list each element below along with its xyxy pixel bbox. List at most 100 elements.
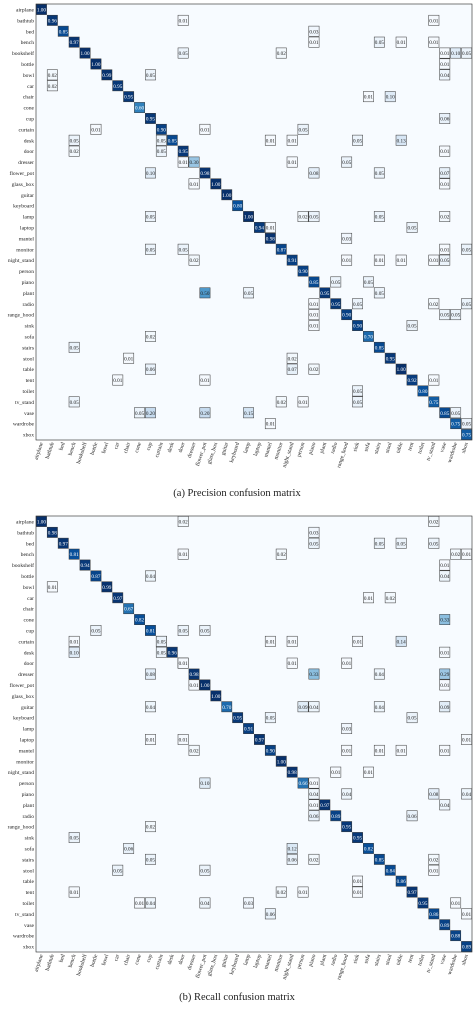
cell-value-label: 0.95 — [146, 116, 155, 122]
cell-value-label: 0.05 — [146, 215, 155, 221]
cell-value-label: 0.01 — [299, 890, 308, 896]
matrix-cell — [145, 69, 156, 81]
matrix-cell — [90, 625, 102, 636]
cell-value-label: 0.75 — [451, 422, 460, 428]
cell-value-label: 0.14 — [397, 639, 406, 645]
matrix-cell — [145, 734, 156, 745]
cell-value-label: 0.05 — [408, 225, 417, 231]
cell-value-label: 0.01 — [440, 748, 449, 754]
matrix-cell — [286, 635, 298, 647]
matrix-cell — [319, 287, 331, 299]
matrix-cell — [221, 701, 233, 713]
cell-value-label: 0.13 — [397, 138, 406, 144]
cell-value-label: 0.10 — [386, 95, 395, 101]
y-tick-label: curtain — [18, 127, 34, 133]
matrix-cell — [341, 821, 353, 833]
cell-value-label: 0.01 — [266, 639, 275, 645]
cell-value-label: 0.04 — [462, 792, 471, 798]
matrix-cell — [319, 799, 331, 811]
cell-value-label: 0.06 — [288, 857, 297, 863]
matrix-cell — [264, 908, 276, 920]
matrix-cell — [341, 309, 353, 321]
matrix-cell — [36, 516, 47, 527]
matrix-cell — [439, 243, 451, 255]
x-tick-label: car — [113, 442, 121, 450]
y-tick-label: bowl — [23, 585, 35, 591]
matrix-cell — [286, 363, 298, 375]
x-tick-label: bed — [58, 954, 66, 964]
y-tick-label: desk — [24, 650, 34, 656]
cell-value-label: 0.01 — [462, 912, 471, 918]
matrix-cell — [439, 701, 451, 713]
cell-value-label: 0.92 — [408, 378, 417, 384]
cell-value-label: 0.75 — [429, 400, 438, 406]
y-tick-label: bathtub — [17, 530, 34, 536]
matrix-cell — [188, 679, 200, 691]
matrix-cell — [428, 537, 440, 549]
matrix-cell — [286, 352, 298, 364]
matrix-cell — [134, 102, 145, 113]
matrix-cell — [406, 374, 418, 386]
y-tick-label: chair — [23, 95, 34, 101]
matrix-cell — [145, 211, 156, 222]
matrix-cell — [341, 744, 353, 756]
cell-value-label: 0.87 — [91, 574, 100, 580]
matrix-cell — [406, 320, 418, 331]
matrix-cell — [439, 58, 451, 70]
matrix-cell — [286, 254, 298, 266]
matrix-cell — [439, 254, 451, 266]
cell-value-label: 0.05 — [364, 280, 373, 286]
recall-matrix: airplanebathtubbedbenchbookshelfbottlebo… — [8, 515, 473, 981]
cell-value-label: 0.02 — [179, 519, 188, 525]
cell-value-label: 0.01 — [179, 18, 188, 24]
x-tick-label: guitar — [220, 954, 230, 968]
cell-value-label: 0.95 — [179, 149, 188, 155]
matrix-cell — [395, 363, 407, 375]
x-tick-label: toilet — [417, 441, 426, 454]
matrix-cell — [308, 701, 320, 713]
matrix-cell — [275, 396, 287, 408]
cell-value-label: 0.01 — [375, 748, 384, 754]
y-tick-label: flower_pot — [9, 682, 34, 689]
matrix-cell — [308, 810, 320, 822]
cell-value-label: 0.05 — [375, 541, 384, 547]
x-tick-label: glass_box — [207, 954, 220, 977]
y-tick-label: bottle — [21, 62, 34, 68]
cell-value-label: 1.00 — [244, 215, 253, 221]
matrix-cell — [363, 592, 374, 604]
y-tick-label: glass_box — [12, 694, 35, 700]
matrix-cell — [439, 668, 451, 680]
cell-value-label: 0.05 — [451, 411, 460, 417]
cell-value-label: 0.90 — [342, 313, 351, 319]
matrix-cell — [308, 298, 320, 310]
y-tick-label: door — [24, 661, 34, 667]
matrix-cell — [450, 309, 462, 321]
matrix-cell — [428, 374, 440, 386]
matrix-cell — [406, 222, 418, 233]
matrix-cell — [373, 287, 385, 299]
matrix-cell — [286, 853, 298, 865]
matrix-cell — [308, 799, 320, 811]
matrix-cell — [155, 145, 167, 157]
x-tick-label: bowl — [101, 953, 110, 966]
matrix-cell — [373, 254, 385, 266]
y-tick-label: vase — [24, 411, 34, 417]
matrix-cell — [308, 537, 320, 549]
cell-value-label: 0.01 — [440, 182, 449, 188]
cell-value-label: 0.05 — [70, 138, 79, 144]
cell-value-label: 0.05 — [309, 541, 318, 547]
matrix-cell — [373, 668, 385, 680]
cell-value-label: 0.05 — [462, 51, 471, 57]
cell-value-label: 0.98 — [266, 236, 275, 242]
cell-value-label: 0.05 — [146, 247, 155, 253]
x-tick-label: radio — [330, 442, 339, 455]
matrix-cell — [384, 864, 396, 876]
y-tick-label: wardrobe — [13, 934, 35, 940]
cell-value-label: 0.02 — [70, 149, 79, 155]
matrix-cell — [417, 897, 429, 909]
x-tick-label: dresser — [187, 442, 198, 459]
cell-value-label: 0.04 — [146, 705, 155, 711]
cell-value-label: 0.02 — [277, 51, 286, 57]
cell-value-label: 0.05 — [462, 302, 471, 308]
matrix-cell — [177, 156, 189, 168]
